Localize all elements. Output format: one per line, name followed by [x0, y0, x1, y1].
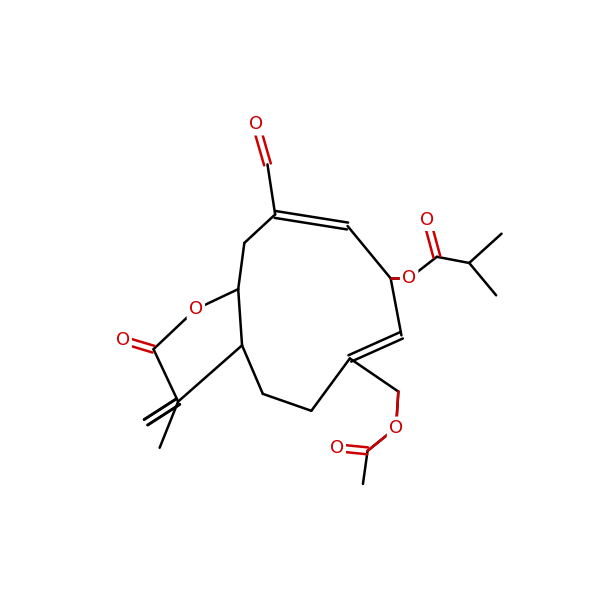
Text: O: O [329, 439, 344, 457]
Text: O: O [189, 300, 203, 318]
Text: O: O [420, 211, 434, 229]
Text: O: O [402, 269, 416, 287]
Text: O: O [249, 115, 263, 133]
Text: O: O [116, 331, 130, 349]
Text: O: O [389, 419, 403, 437]
